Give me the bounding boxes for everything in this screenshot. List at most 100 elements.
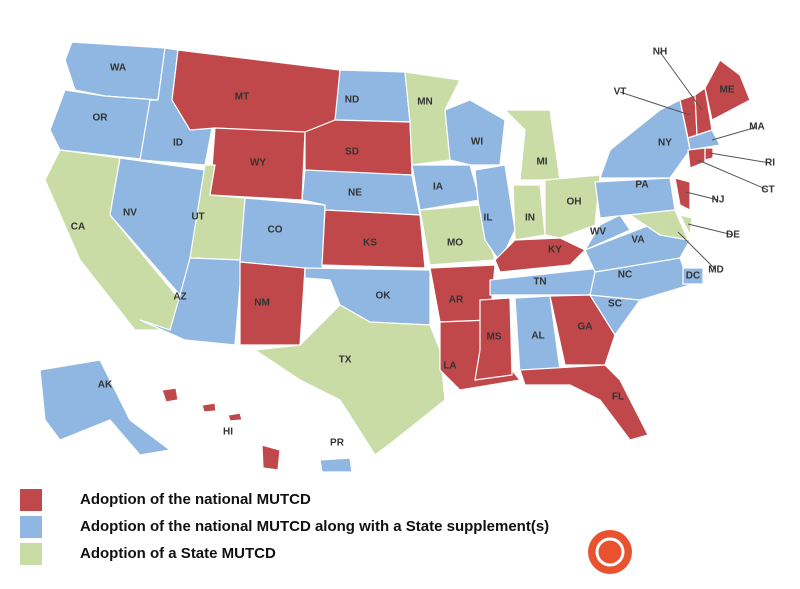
state-label: DC: [686, 271, 700, 282]
state-label: RI: [765, 158, 775, 169]
state-shape: [474, 297, 513, 381]
state-label: ME: [720, 85, 735, 96]
leader-line: [677, 231, 717, 271]
state-label: MO: [447, 238, 463, 249]
state-label: IL: [484, 213, 493, 224]
state-label: NV: [123, 208, 137, 219]
state-label: MT: [235, 92, 249, 103]
state-shape: [304, 267, 431, 326]
state-label: AL: [531, 331, 544, 342]
state-label: MN: [417, 97, 433, 108]
state: TX: [253, 304, 446, 456]
state-shape: [321, 209, 426, 269]
state-label: VT: [614, 87, 627, 98]
state-label: ND: [345, 95, 359, 106]
state: WY: [209, 127, 306, 201]
state-shape: [704, 147, 714, 161]
state-shape: [227, 412, 243, 422]
state-shape: [628, 209, 689, 241]
state-label: IA: [433, 182, 443, 193]
state-label: NJ: [712, 195, 725, 206]
state: MS: [474, 297, 513, 381]
legend-label: Adoption of a State MUTCD: [80, 545, 276, 562]
state-label: OK: [376, 291, 392, 302]
state-label: MD: [708, 265, 724, 276]
state: NM: [239, 261, 306, 346]
legend-label: Adoption of the national MUTCD along wit…: [80, 518, 549, 535]
state: RI: [704, 147, 775, 169]
state-label: MA: [749, 122, 765, 133]
leader-line: [687, 223, 734, 236]
state-shape: [201, 402, 217, 413]
leader-line: [711, 126, 758, 141]
state-shape: [444, 99, 506, 166]
state-label: SD: [345, 147, 359, 158]
state-shape: [682, 267, 704, 285]
state-label: TN: [533, 277, 546, 288]
state-shape: [411, 164, 481, 211]
state: CO: [239, 197, 326, 271]
state-shape: [503, 109, 561, 181]
state: FL: [519, 364, 649, 441]
state: MT: [171, 49, 341, 136]
state-label: AR: [449, 295, 464, 306]
state: HI: [161, 387, 281, 471]
legend-swatch: [20, 489, 42, 511]
state: NY: [599, 99, 691, 179]
state-shape: [519, 364, 649, 441]
state: AK: [39, 359, 172, 456]
state-label: NM: [254, 298, 270, 309]
state-label: KS: [363, 238, 377, 249]
state-label: WI: [471, 137, 483, 148]
state-label: ID: [173, 138, 183, 149]
state-label: SC: [608, 299, 622, 310]
state: WA: [64, 41, 166, 101]
state-shape: [544, 174, 601, 239]
state-label: WY: [250, 158, 266, 169]
leader-line: [659, 51, 703, 111]
state: MD: [628, 209, 724, 276]
state-shape: [239, 197, 326, 271]
state-label: AK: [98, 380, 113, 391]
state-label: NY: [658, 138, 672, 149]
state: PR: [319, 438, 353, 473]
state-shape: [584, 224, 691, 273]
state-label: PA: [635, 180, 648, 191]
state-label: AZ: [173, 292, 186, 303]
state: ND: [334, 69, 411, 123]
state: DE: [678, 214, 740, 241]
state-label: KY: [548, 245, 562, 256]
legend-swatch: [20, 516, 42, 538]
state-shape: [39, 359, 172, 456]
state-shape: [687, 129, 721, 151]
state-label: IN: [525, 213, 535, 224]
leader-line: [619, 91, 691, 116]
state-label: DE: [726, 230, 740, 241]
state: TN: [489, 267, 601, 296]
state: VA: [584, 224, 691, 273]
state-label: WV: [590, 227, 606, 238]
legend-label: Adoption of the national MUTCD: [80, 491, 311, 508]
state-shape: [678, 214, 693, 238]
state: ME: [704, 59, 751, 121]
state-label: UT: [191, 212, 204, 223]
state: OH: [544, 174, 601, 239]
state-label: TX: [339, 355, 352, 366]
state-label: MS: [487, 332, 502, 343]
state: WI: [444, 99, 506, 166]
state-shape: [687, 147, 706, 169]
state-label: GA: [578, 322, 593, 333]
state: SD: [304, 119, 413, 176]
state-label: NE: [348, 188, 362, 199]
state-label: NH: [653, 47, 667, 58]
state-label: CT: [761, 185, 774, 196]
state-shape: [253, 304, 446, 456]
state: IN: [512, 184, 546, 241]
state-shape: [704, 59, 751, 121]
state-shape: [261, 444, 281, 471]
state-label: PR: [330, 438, 345, 449]
state-label: CA: [71, 222, 85, 233]
state-label: FL: [612, 392, 624, 403]
leader-line: [685, 191, 719, 201]
